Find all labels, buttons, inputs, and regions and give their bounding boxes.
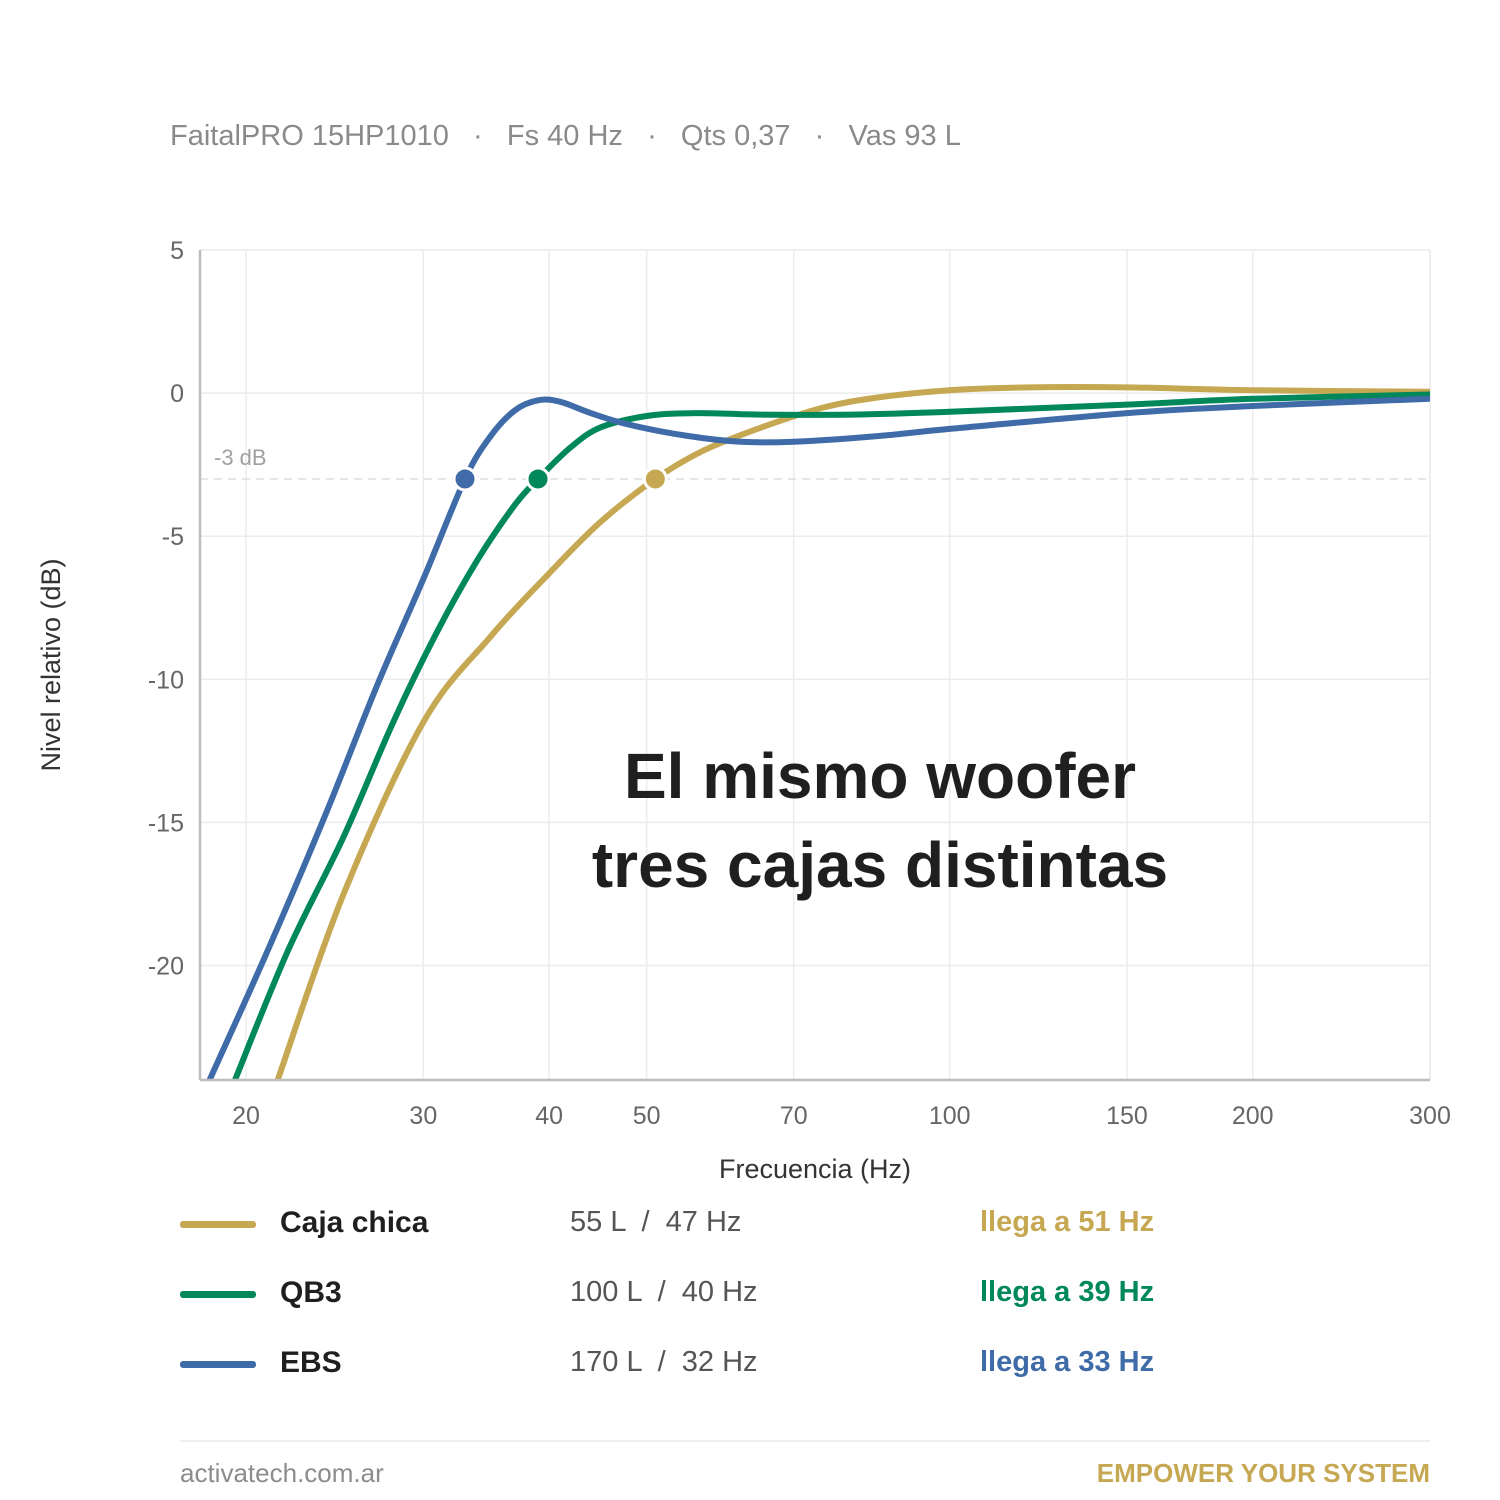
- x-tick-label: 30: [409, 1102, 437, 1130]
- overlay-line-2: tres cajas distintas: [592, 829, 1168, 901]
- legend-box-spec: 170 L / 32 Hz: [570, 1346, 758, 1378]
- series-line-ebs: [206, 395, 1430, 1080]
- x-tick-label: 200: [1232, 1102, 1274, 1130]
- y-tick-label: 0: [170, 380, 184, 408]
- legend-cutoff-text: llega a 51 Hz: [980, 1206, 1155, 1238]
- markers-group: [452, 466, 668, 492]
- legend-series-name: Caja chica: [280, 1206, 429, 1239]
- legend-swatch: [180, 1291, 256, 1298]
- overlay-line-1: El mismo woofer: [624, 740, 1136, 812]
- x-tick-label: 70: [780, 1102, 808, 1130]
- legend: Caja chica 55 L / 47 Hz llega a 51 Hz QB…: [180, 1190, 1430, 1400]
- legend-row-ebs: EBS 170 L / 32 Hz llega a 33 Hz: [180, 1330, 1430, 1400]
- x-tick-label: 20: [232, 1102, 260, 1130]
- x-axis-title: Frecuencia (Hz): [719, 1154, 911, 1184]
- footer-site: activatech.com.ar: [180, 1458, 384, 1488]
- series-line-qb3: [232, 391, 1430, 1080]
- reference-line-label: -3 dB: [214, 445, 267, 470]
- cutoff-marker-ebs: [452, 466, 478, 492]
- cutoff-marker-caja-chica: [642, 466, 668, 492]
- series-group: [206, 384, 1430, 1080]
- x-tick-label: 150: [1106, 1102, 1148, 1130]
- legend-swatch: [180, 1221, 256, 1228]
- legend-series-name: QB3: [280, 1276, 342, 1309]
- series-line-caja-chica: [274, 384, 1430, 1080]
- chart-subtitle: FaitalPRO 15HP1010 · Fs 40 Hz · Qts 0,37…: [170, 120, 961, 152]
- x-tick-label: 40: [535, 1102, 563, 1130]
- legend-cutoff-text: llega a 33 Hz: [980, 1346, 1155, 1378]
- legend-row-caja-chica: Caja chica 55 L / 47 Hz llega a 51 Hz: [180, 1190, 1430, 1260]
- legend-swatch: [180, 1361, 256, 1368]
- y-tick-label: -10: [148, 666, 184, 694]
- x-tick-label: 100: [929, 1102, 971, 1130]
- reference-line-group: -3 dB: [200, 445, 1430, 480]
- x-tick-label: 300: [1409, 1102, 1451, 1130]
- footer-tagline: EMPOWER YOUR SYSTEM: [1096, 1458, 1430, 1488]
- y-tick-label: -15: [148, 809, 184, 837]
- footer-divider: [180, 1440, 1430, 1442]
- legend-row-qb3: QB3 100 L / 40 Hz llega a 39 Hz: [180, 1260, 1430, 1330]
- y-tick-label: -5: [162, 523, 184, 551]
- legend-box-spec: 55 L / 47 Hz: [570, 1206, 742, 1238]
- y-axis-title: Nivel relativo (dB): [36, 558, 66, 771]
- legend-box-spec: 100 L / 40 Hz: [570, 1276, 758, 1308]
- y-tick-label: -20: [148, 953, 184, 981]
- y-tick-label: 5: [170, 237, 184, 265]
- cutoff-marker-qb3: [525, 466, 551, 492]
- legend-series-name: EBS: [280, 1346, 342, 1379]
- legend-cutoff-text: llega a 39 Hz: [980, 1276, 1155, 1308]
- x-tick-label: 50: [633, 1102, 661, 1130]
